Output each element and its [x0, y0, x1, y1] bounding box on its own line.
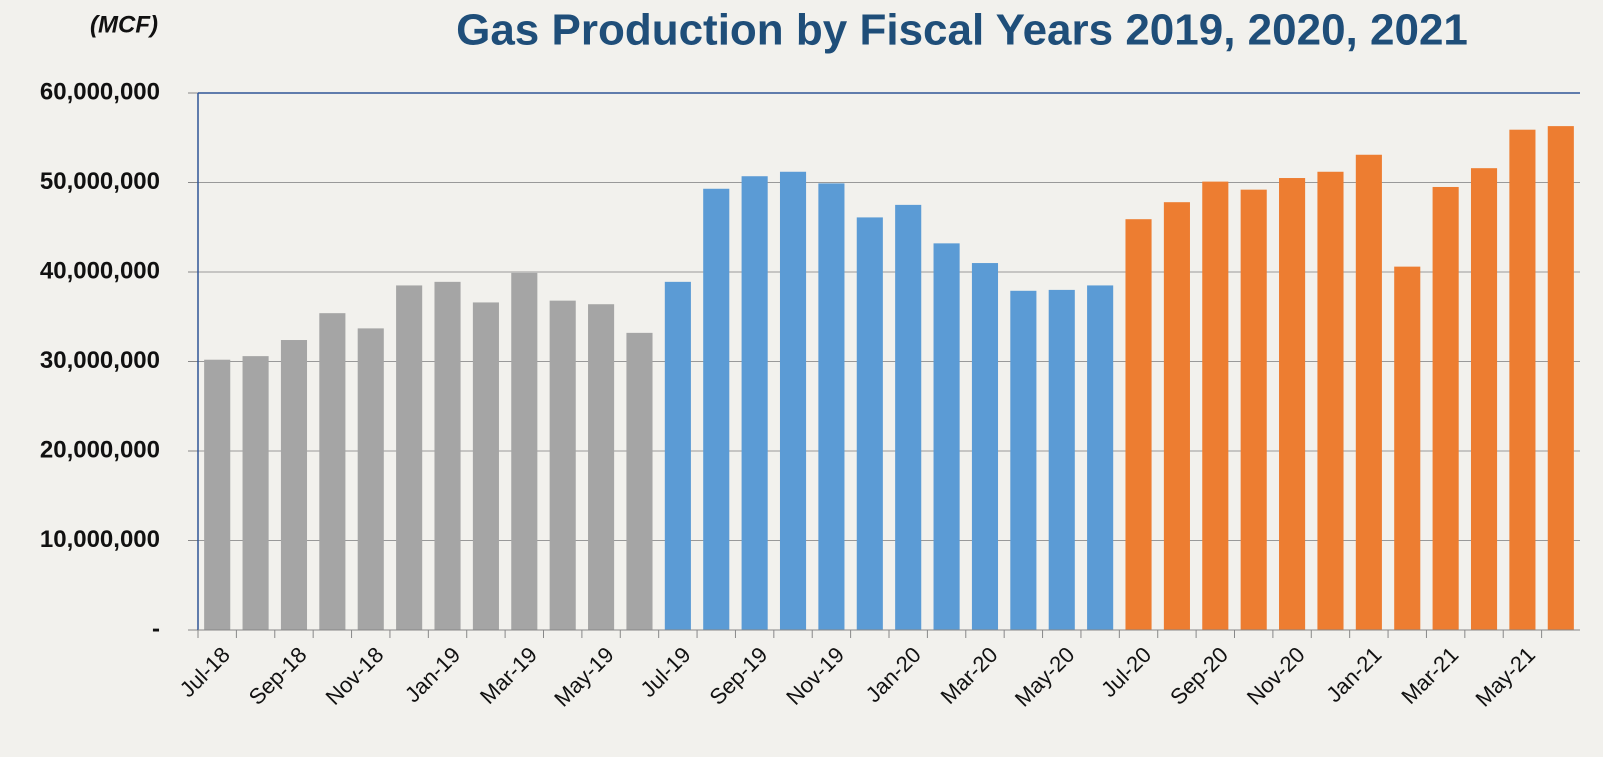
chart-title: Gas Production by Fiscal Years 2019, 202…	[456, 6, 1468, 55]
bar	[1279, 178, 1306, 630]
bar	[1087, 285, 1114, 630]
bar	[1317, 171, 1344, 630]
bar	[1048, 289, 1075, 630]
bar	[1470, 168, 1498, 630]
bar	[1125, 219, 1152, 630]
bar	[1432, 186, 1459, 630]
bar	[1010, 290, 1037, 630]
y-tick-label: 60,000,000	[40, 78, 160, 105]
y-tick-label: 20,000,000	[40, 436, 160, 463]
bar	[434, 281, 461, 630]
y-tick-label: 40,000,000	[40, 257, 160, 284]
bar	[1547, 126, 1574, 631]
bar	[971, 263, 999, 630]
bar	[779, 171, 807, 630]
bar	[856, 217, 883, 630]
bar	[511, 272, 538, 630]
bar	[1394, 266, 1421, 630]
bar	[626, 332, 653, 630]
bar	[319, 313, 346, 630]
bar	[588, 304, 615, 630]
bar	[1355, 154, 1382, 630]
bar	[242, 356, 269, 630]
y-tick-label: -	[152, 615, 160, 642]
bar	[204, 359, 231, 630]
y-tick-label: 10,000,000	[40, 526, 160, 553]
bar	[703, 188, 730, 630]
bar	[549, 300, 576, 630]
bar	[1202, 181, 1229, 631]
bar	[396, 285, 423, 630]
bar	[741, 176, 768, 631]
bar	[472, 302, 499, 630]
y-axis-label: (MCF)	[90, 11, 158, 38]
bar	[1509, 129, 1536, 630]
bar	[1163, 202, 1190, 630]
y-tick-label: 30,000,000	[40, 347, 160, 374]
bar	[357, 328, 384, 630]
bar	[664, 281, 691, 630]
bar	[895, 204, 922, 630]
bar	[933, 243, 960, 631]
bar	[818, 183, 845, 630]
bar	[280, 340, 308, 630]
y-tick-label: 50,000,000	[40, 168, 160, 195]
bar	[1240, 189, 1267, 630]
